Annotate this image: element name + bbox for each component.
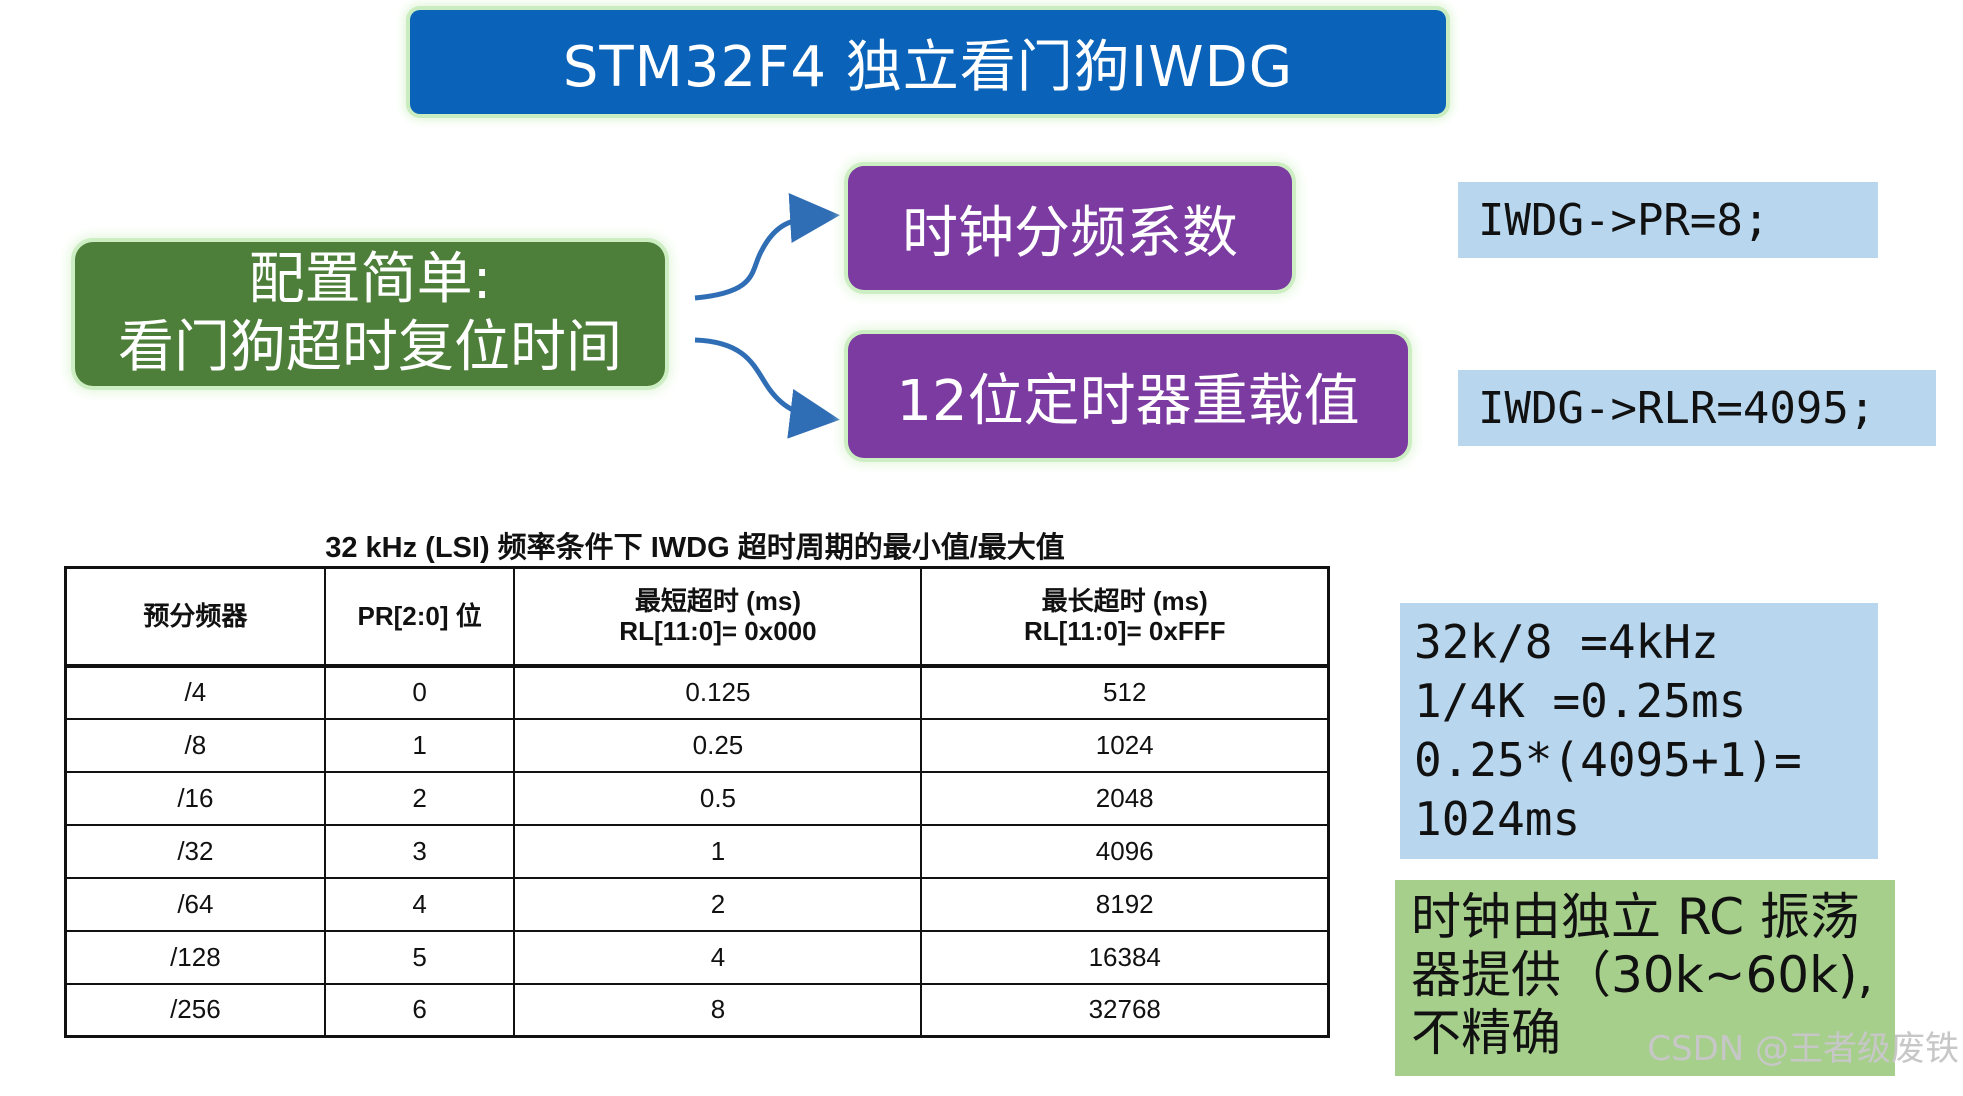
timeout-table: 预分频器 PR[2:0] 位 最短超时 (ms) RL[11:0]= 0x000 … (64, 566, 1330, 1038)
note-line: 器提供（30k~60k), (1411, 946, 1874, 1004)
calc-line: 1/4K =0.25ms (1414, 674, 1747, 728)
cell-max: 16384 (920, 929, 1330, 985)
cell-min: 1 (513, 823, 923, 879)
clock-note-box: 时钟由独立 RC 振荡 器提供（30k~60k), 不精确 (1395, 880, 1895, 1076)
cell-prescaler: /64 (64, 876, 326, 932)
watermark: CSDN @王者级废铁 (1647, 1029, 1959, 1069)
header-min-timeout: 最短超时 (ms) RL[11:0]= 0x000 (513, 566, 923, 668)
cell-prescaler: /16 (64, 770, 326, 826)
table-row: /16 2 0.5 2048 (64, 770, 1330, 826)
calculation-box: 32k/8 =4kHz 1/4K =0.25ms 0.25*(4095+1)= … (1400, 603, 1878, 859)
cell-prescaler: /8 (64, 717, 326, 773)
arrow-to-reload (694, 337, 840, 439)
cell-prescaler: /4 (64, 664, 326, 720)
table-row: /32 3 1 4096 (64, 823, 1330, 879)
table-row: /256 6 8 32768 (64, 982, 1330, 1038)
cell-min: 0.125 (513, 664, 923, 720)
cell-max: 512 (920, 664, 1330, 720)
cell-min: 0.25 (513, 717, 923, 773)
cell-pr: 2 (323, 770, 516, 826)
calc-line: 0.25*(4095+1)= (1414, 733, 1802, 787)
table-row: /64 4 2 8192 (64, 876, 1330, 932)
header-pr-bits: PR[2:0] 位 (323, 566, 516, 668)
table-row: /128 5 4 16384 (64, 929, 1330, 985)
cell-pr: 1 (323, 717, 516, 773)
cell-max: 1024 (920, 717, 1330, 773)
cell-max: 8192 (920, 876, 1330, 932)
cell-min: 2 (513, 876, 923, 932)
reload-value-box: 12位定时器重载值 (848, 334, 1408, 458)
cell-pr: 0 (323, 664, 516, 720)
code-pr: IWDG->PR=8; (1458, 182, 1878, 258)
calc-line: 32k/8 =4kHz (1414, 615, 1719, 669)
cell-prescaler: /128 (64, 929, 326, 985)
table-row: /8 1 0.25 1024 (64, 717, 1330, 773)
header-prescaler: 预分频器 (64, 566, 326, 668)
cell-max: 2048 (920, 770, 1330, 826)
note-line: 时钟由独立 RC 振荡 (1411, 888, 1860, 946)
arrow-to-prescaler (694, 193, 840, 301)
cell-pr: 6 (323, 982, 516, 1038)
cell-pr: 5 (323, 929, 516, 985)
cell-min: 8 (513, 982, 923, 1038)
table-header-row: 预分频器 PR[2:0] 位 最短超时 (ms) RL[11:0]= 0x000 … (64, 566, 1330, 668)
cell-prescaler: /256 (64, 982, 326, 1038)
slide-title: STM32F4 独立看门狗IWDG (410, 10, 1446, 114)
cell-pr: 3 (323, 823, 516, 879)
config-summary-box: 配置简单: 看门狗超时复位时间 (75, 242, 665, 386)
prescaler-box: 时钟分频系数 (848, 166, 1292, 290)
table-caption: 32 kHz (LSI) 频率条件下 IWDG 超时周期的最小值/最大值 (325, 532, 1065, 564)
table-row: /4 0 0.125 512 (64, 664, 1330, 720)
cell-pr: 4 (323, 876, 516, 932)
note-line: 不精确 (1411, 1004, 1561, 1062)
config-line-2: 看门狗超时复位时间 (118, 315, 622, 380)
config-line-1: 配置简单: (248, 247, 492, 312)
code-rlr: IWDG->RLR=4095; (1458, 370, 1936, 446)
cell-prescaler: /32 (64, 823, 326, 879)
header-max-timeout: 最长超时 (ms) RL[11:0]= 0xFFF (920, 566, 1330, 668)
cell-max: 32768 (920, 982, 1330, 1038)
cell-min: 4 (513, 929, 923, 985)
calc-line: 1024ms (1414, 792, 1581, 846)
cell-min: 0.5 (513, 770, 923, 826)
cell-max: 4096 (920, 823, 1330, 879)
